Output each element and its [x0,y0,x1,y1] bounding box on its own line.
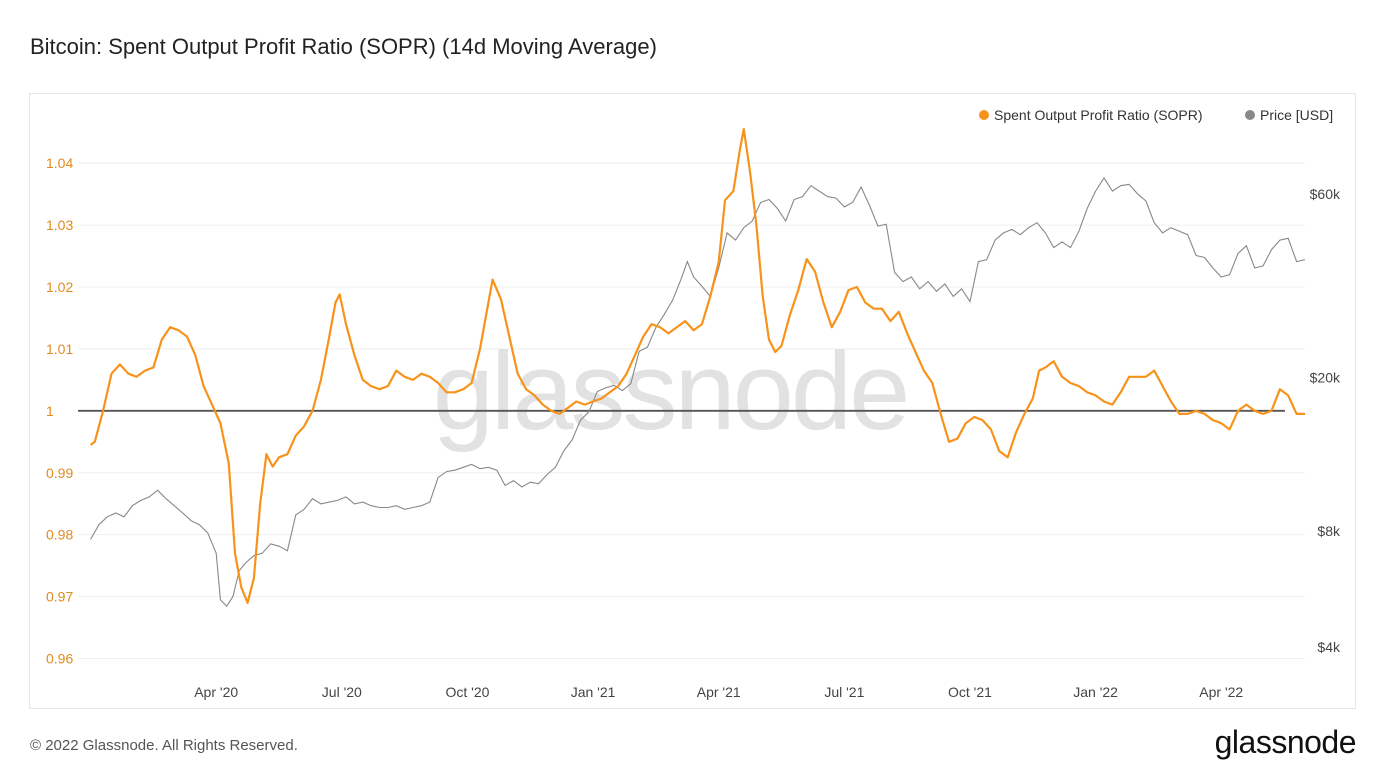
series-line-price[interactable] [90,176,1306,608]
y-left-tick-label: 0.97 [46,589,73,605]
y-right-tick-label: $60k [1310,186,1341,202]
x-tick-label: Oct '21 [948,684,992,700]
y-left-tick-label: 1.04 [46,155,73,171]
glassnode-logo[interactable]: glassnode [1214,724,1357,760]
chart-title: Bitcoin: Spent Output Profit Ratio (SOPR… [30,34,657,59]
legend-item-price[interactable]: Price [USD] [1245,107,1333,123]
legend-label-price: Price [USD] [1260,107,1333,123]
x-tick-label: Jul '21 [824,684,864,700]
y-left-tick-label: 1 [46,403,54,419]
y-left-tick-label: 0.99 [46,465,73,481]
legend-dot-sopr [979,110,989,120]
chart-svg[interactable]: glassnode 0.96 0.97 0.98 0.99 1 1.01 1.02 1.03 1… [30,94,1357,710]
x-tick-label: Apr '20 [194,684,238,700]
gridlines [78,162,1305,660]
x-tick-label: Jul '20 [322,684,362,700]
legend-item-sopr[interactable]: Spent Output Profit Ratio (SOPR) [979,107,1203,123]
x-tick-label: Apr '22 [1199,684,1243,700]
x-tick-label: Jan '21 [571,684,616,700]
x-tick-label: Jan '22 [1073,684,1118,700]
y-left-tick-label: 1.03 [46,217,73,233]
y-left-tick-label: 0.98 [46,527,73,543]
y-axis-left: 0.96 0.97 0.98 0.99 1 1.01 1.02 1.03 1.04 [46,155,73,666]
y-left-tick-label: 1.02 [46,279,73,295]
y-right-tick-label: $20k [1310,370,1341,386]
legend-dot-price [1245,110,1255,120]
chart-panel: glassnode 0.96 0.97 0.98 0.99 1 1.01 1.02 1.03 1… [29,93,1356,709]
y-right-tick-label: $8k [1317,523,1341,539]
x-tick-label: Oct '20 [445,684,489,700]
x-axis: Apr '20 Jul '20 Oct '20 Jan '21 Apr '21 Jul '… [194,684,1243,700]
y-right-tick-label: $4k [1317,639,1341,655]
y-axis-right: $4k $8k $20k $60k [1310,186,1341,655]
y-left-tick-label: 1.01 [46,341,73,357]
legend-label-sopr: Spent Output Profit Ratio (SOPR) [994,107,1203,123]
x-tick-label: Apr '21 [697,684,741,700]
watermark: glassnode [433,330,908,453]
series-line-sopr[interactable] [89,128,1305,604]
copyright-text: © 2022 Glassnode. All Rights Reserved. [30,737,298,754]
y-left-tick-label: 0.96 [46,651,73,667]
legend: Spent Output Profit Ratio (SOPR) Price [… [979,107,1333,123]
